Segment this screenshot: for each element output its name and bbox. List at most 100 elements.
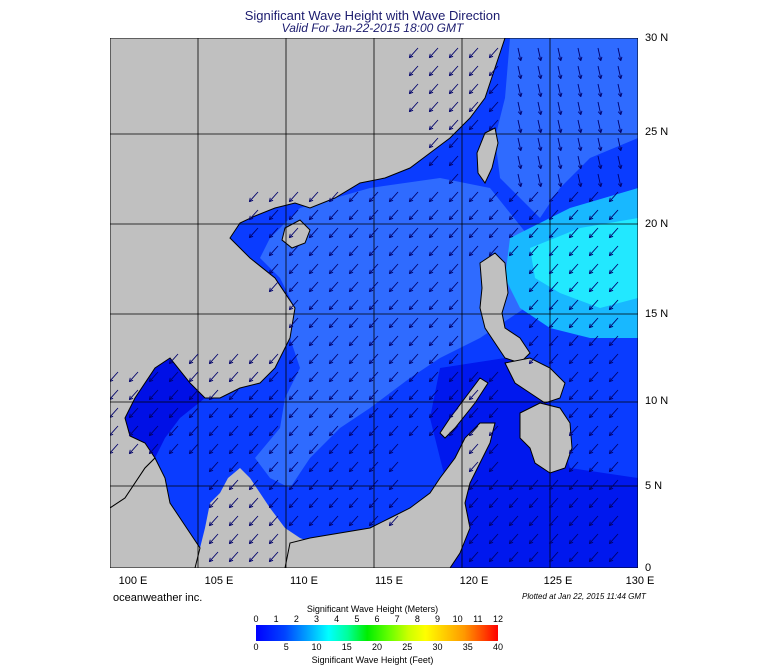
wave-arrow	[469, 407, 479, 418]
wave-arrow-head	[577, 183, 582, 187]
wave-arrow-head	[489, 433, 494, 437]
wave-arrow-head	[229, 361, 234, 365]
wave-arrow-head	[268, 413, 271, 418]
wave-arrow	[409, 209, 419, 220]
wave-arrow	[389, 299, 399, 310]
wave-arrow-head	[389, 343, 394, 347]
wave-arrow-head	[288, 485, 291, 490]
wave-arrow-head	[537, 165, 542, 169]
wave-arrow-head	[389, 487, 394, 491]
wave-arrow-head	[488, 539, 491, 544]
wave-arrow	[517, 47, 522, 61]
wave-arrow	[229, 443, 239, 454]
wave-arrow	[449, 371, 459, 382]
lon-label: 125 E	[543, 575, 573, 587]
wave-arrow	[537, 47, 542, 61]
wave-arrow-head	[388, 341, 391, 346]
wave-arrow	[409, 407, 419, 418]
wave-arrow	[309, 461, 319, 472]
wave-arrow-head	[188, 449, 191, 454]
wave-arrow	[529, 227, 539, 238]
wave-arrow-head	[568, 431, 571, 436]
wave-arrow-head	[288, 251, 291, 256]
malay-peninsula-land	[110, 457, 201, 568]
wave-arrow-head	[528, 197, 531, 202]
wave-arrow-head	[388, 251, 391, 256]
wave-arrow-head	[349, 199, 354, 203]
wave-arrow	[429, 119, 439, 130]
wave-arrow	[569, 281, 579, 292]
wave-arrow	[469, 551, 479, 562]
wave-arrow	[229, 515, 239, 526]
wave-arrow-head	[549, 361, 554, 365]
wave-arrow-head	[509, 523, 514, 527]
wave-arrow	[189, 443, 199, 454]
wave-arrow-head	[369, 307, 374, 311]
wave-arrow-head	[408, 395, 411, 400]
wave-arrow-head	[288, 503, 291, 508]
wave-arrow-head	[608, 341, 611, 346]
wave-arrow-head	[329, 361, 334, 365]
wave-arrow-head	[369, 523, 374, 527]
wave-arrow-head	[597, 93, 602, 97]
wave-arrow-head	[489, 91, 494, 95]
wave-arrow-head	[448, 179, 451, 184]
wave-arrow	[577, 47, 582, 61]
wave-arrow-head	[448, 197, 451, 202]
wave-arrow-head	[468, 377, 471, 382]
wave-arrow	[309, 443, 319, 454]
wave-arrow-head	[469, 55, 474, 59]
wave-arrow	[597, 47, 602, 61]
wave-arrow	[309, 317, 319, 328]
wave-arrow-head	[309, 415, 314, 419]
wave-arrow-head	[560, 110, 563, 115]
wave-arrow-head	[549, 325, 554, 329]
colorbar-feet-tick: 15	[341, 642, 352, 652]
wave-arrow-head	[368, 521, 371, 526]
wave-arrow	[369, 191, 379, 202]
wave-arrow-head	[110, 451, 114, 454]
wave-arrow	[609, 209, 619, 220]
wave-arrow-head	[429, 145, 434, 149]
wave-arrow	[409, 83, 419, 94]
wave-arrow-head	[517, 111, 522, 115]
wave-arrow-head	[349, 451, 354, 455]
wave-arrow-head	[449, 289, 454, 293]
wave-arrow	[409, 263, 419, 274]
wave-arrow-head	[408, 269, 411, 274]
wave-arrow	[289, 497, 299, 508]
wave-arrow	[169, 371, 179, 382]
colorbar-meters-tick: 9	[434, 614, 441, 624]
wave-arrow-head	[289, 379, 294, 383]
wave-arrow-head	[537, 93, 542, 97]
luzon-land	[479, 252, 531, 364]
wave-arrow-head	[408, 251, 411, 256]
colorbar-meters-tick: 11	[473, 614, 483, 624]
wave-arrow-head	[168, 377, 171, 382]
wave-arrow-head	[449, 109, 454, 113]
wave-arrow-head	[188, 431, 191, 436]
wave-arrow-head	[569, 379, 574, 383]
wave-arrow-head	[588, 359, 591, 364]
wave-arrow	[229, 407, 239, 418]
wave-arrow-head	[488, 377, 491, 382]
wave-arrow-head	[608, 539, 611, 544]
wave-arrow	[229, 461, 239, 472]
wave-arrow	[349, 515, 359, 526]
wave-arrow-head	[289, 307, 294, 311]
wave-arrow	[577, 83, 582, 97]
wave-arrow-head	[608, 557, 611, 562]
wave-arrow-head	[409, 109, 414, 113]
wave-arrow-head	[288, 269, 291, 274]
wave-arrow-head	[308, 395, 311, 400]
wave-arrow-head	[368, 377, 371, 382]
wave-arrow	[617, 173, 622, 187]
wave-arrow	[349, 209, 359, 220]
wave-direction-arrows	[110, 47, 623, 563]
wave-arrow	[529, 209, 539, 220]
wave-arrow	[537, 155, 542, 169]
wave-arrow-head	[520, 182, 523, 187]
wave-arrow-head	[537, 57, 542, 61]
wave-arrow-head	[608, 287, 611, 292]
wave-arrow-head	[540, 182, 543, 187]
